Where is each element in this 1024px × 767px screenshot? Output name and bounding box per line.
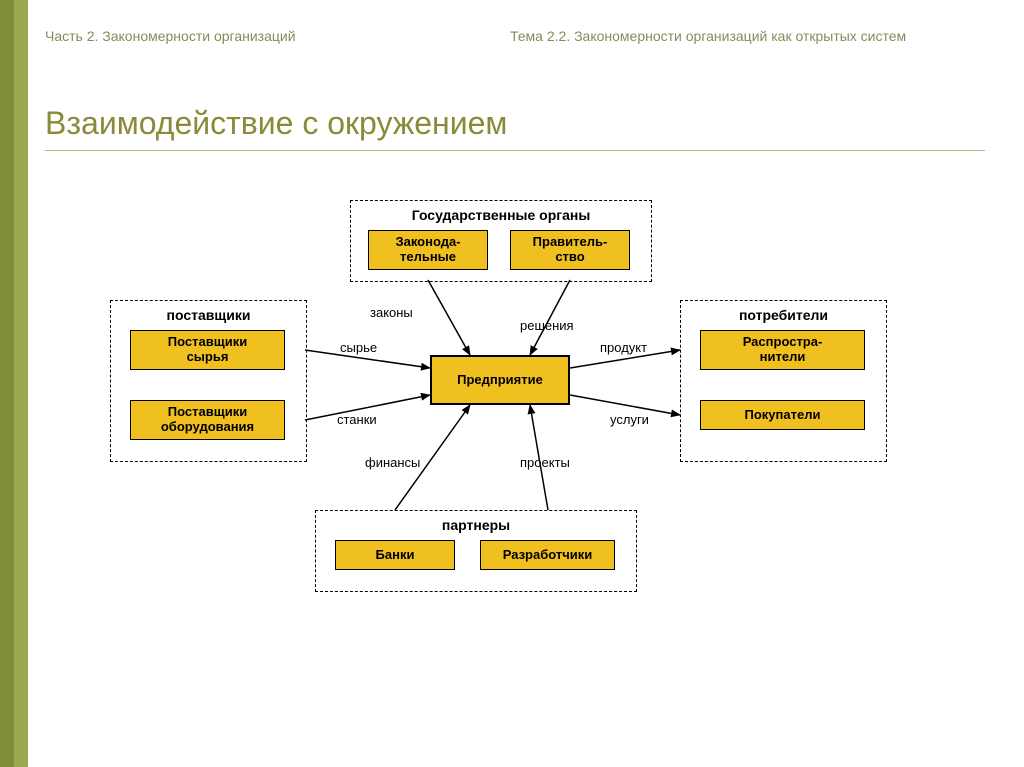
- diagram-canvas: Государственные органы Законода- тельные П…: [110, 200, 910, 630]
- page-title: Взаимодействие с окружением: [45, 105, 507, 142]
- group-title-consumers: потребители: [681, 307, 886, 323]
- header-left: Часть 2. Закономерности организаций: [45, 28, 296, 44]
- edge-legislative-enterprise: [428, 280, 470, 355]
- group-title-suppliers: поставщики: [111, 307, 306, 323]
- box-equip_suppliers: Поставщики оборудования: [130, 400, 285, 440]
- box-buyers: Покупатели: [700, 400, 865, 430]
- side-accent-bar-inner: [0, 0, 14, 767]
- edge-label-legislative-enterprise: законы: [370, 305, 413, 320]
- group-consumers: потребители: [680, 300, 887, 462]
- edge-label-developers-enterprise: проекты: [520, 455, 570, 470]
- box-raw_suppliers: Поставщики сырья: [130, 330, 285, 370]
- edge-label-raw_suppliers-enterprise: сырье: [340, 340, 377, 355]
- box-government: Правитель- ство: [510, 230, 630, 270]
- edge-label-equip_suppliers-enterprise: станки: [337, 412, 377, 427]
- box-banks: Банки: [335, 540, 455, 570]
- edge-label-government-enterprise: решения: [520, 318, 574, 333]
- enterprise-box: Предприятие: [430, 355, 570, 405]
- header-right: Тема 2.2. Закономерности организаций как…: [510, 28, 980, 44]
- group-title-partners: партнеры: [316, 517, 636, 533]
- enterprise-label: Предприятие: [457, 373, 543, 388]
- box-legislative: Законода- тельные: [368, 230, 488, 270]
- edge-label-banks-enterprise: финансы: [365, 455, 420, 470]
- edge-label-enterprise-buyers: услуги: [610, 412, 649, 427]
- box-distributors: Распростра- нители: [700, 330, 865, 370]
- group-title-gov: Государственные органы: [351, 207, 651, 223]
- edge-label-enterprise-distributors: продукт: [600, 340, 647, 355]
- title-rule: [45, 150, 985, 151]
- side-accent-bar: [0, 0, 28, 767]
- box-developers: Разработчики: [480, 540, 615, 570]
